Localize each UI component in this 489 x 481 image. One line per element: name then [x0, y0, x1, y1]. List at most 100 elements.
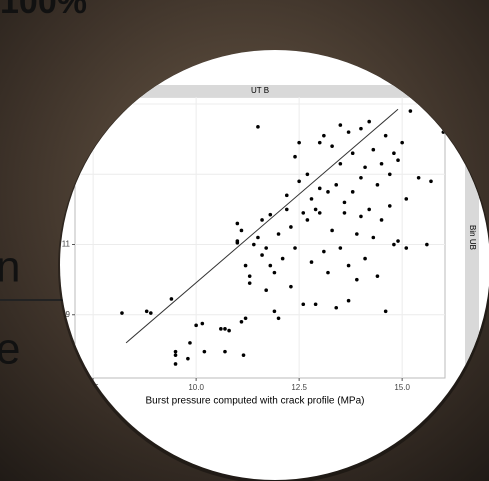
point [404, 246, 409, 250]
point [400, 140, 404, 145]
point [239, 320, 244, 324]
point [202, 349, 207, 354]
point [334, 183, 339, 187]
point [317, 211, 322, 215]
point [272, 270, 277, 275]
point [276, 316, 281, 321]
point [289, 225, 293, 229]
point [194, 323, 198, 328]
point [173, 362, 178, 366]
point [396, 239, 400, 243]
point [243, 316, 248, 321]
point [272, 309, 277, 314]
point [235, 221, 240, 226]
point [235, 240, 240, 245]
point [297, 179, 301, 184]
point [429, 179, 433, 184]
point [342, 211, 347, 215]
point [293, 246, 297, 250]
background-text: 100% [0, 0, 87, 21]
x-tick-label: 12.5 [291, 383, 307, 392]
point [334, 305, 339, 310]
y-tick-label: 11 [62, 240, 71, 249]
point [387, 204, 392, 208]
point [301, 302, 306, 307]
point [223, 327, 227, 331]
point [313, 207, 318, 212]
point [338, 246, 343, 250]
point [322, 249, 326, 254]
point [396, 158, 400, 163]
point [260, 218, 264, 222]
point [169, 297, 174, 301]
point [144, 309, 149, 314]
point [322, 133, 326, 138]
point [367, 207, 371, 212]
point [264, 246, 268, 250]
point [379, 161, 384, 166]
point [313, 302, 318, 307]
point [359, 175, 363, 180]
point [379, 218, 384, 222]
point [305, 218, 310, 222]
point [247, 274, 252, 278]
point [264, 288, 268, 292]
point [200, 321, 205, 326]
point [301, 211, 306, 215]
point [284, 207, 289, 212]
point [371, 235, 376, 240]
point [326, 270, 330, 275]
point [317, 186, 322, 191]
point [293, 154, 297, 159]
point [239, 228, 244, 233]
x-tick-label: 10.0 [188, 383, 204, 392]
point [276, 232, 281, 236]
background-text: e [0, 325, 20, 374]
point [227, 328, 231, 333]
point [317, 140, 322, 145]
point [375, 183, 380, 187]
background-text: n [0, 243, 20, 292]
point [355, 277, 359, 282]
point [219, 327, 223, 331]
point [256, 235, 260, 240]
point [338, 123, 343, 127]
point [404, 197, 409, 201]
point [309, 260, 314, 264]
point [416, 175, 421, 180]
point [359, 214, 363, 219]
point [387, 172, 392, 177]
point [289, 284, 293, 289]
point [383, 309, 388, 314]
point [350, 151, 355, 155]
fit-line [125, 108, 399, 344]
point [247, 281, 252, 285]
point [284, 193, 289, 198]
point [256, 125, 260, 129]
x-tick-label: 15.0 [394, 383, 410, 392]
point [392, 242, 396, 247]
point [280, 256, 285, 261]
row-label: Bin UB [468, 225, 477, 250]
point [243, 263, 248, 268]
point [350, 190, 355, 194]
panel [74, 96, 446, 379]
point [346, 263, 351, 268]
point [330, 228, 334, 233]
point [252, 242, 256, 247]
point [363, 256, 367, 261]
y-tick-label: 9 [66, 310, 71, 319]
point [346, 130, 351, 134]
point [375, 274, 380, 278]
point [305, 172, 310, 177]
point [346, 298, 351, 303]
facet-strip [75, 85, 470, 97]
point [223, 349, 227, 354]
point [355, 232, 359, 236]
facet-label: UT B [251, 86, 269, 95]
point [367, 119, 371, 124]
point [363, 165, 367, 170]
